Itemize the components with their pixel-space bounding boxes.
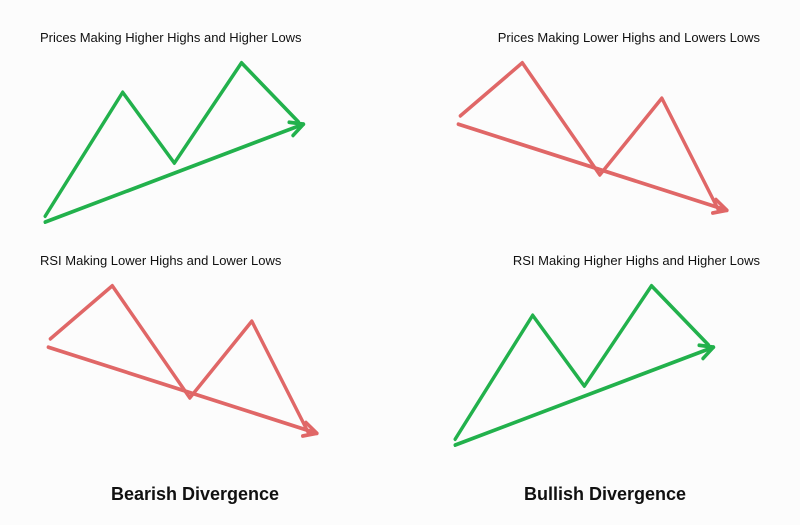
trend-arrow-shaft bbox=[455, 347, 713, 445]
label-bullish-prices: Prices Making Lower Highs and Lowers Low… bbox=[450, 30, 760, 45]
trend-arrow-shaft bbox=[48, 347, 317, 433]
panel-bearish-rsi: RSI Making Lower Highs and Lower Lows bbox=[40, 253, 350, 451]
label-bullish-rsi: RSI Making Higher Highs and Higher Lows bbox=[450, 253, 760, 268]
trend-arrow-shaft bbox=[458, 124, 727, 210]
panel-bearish-prices: Prices Making Higher Highs and Higher Lo… bbox=[40, 30, 350, 228]
title-bearish: Bearish Divergence bbox=[111, 476, 279, 505]
title-bullish: Bullish Divergence bbox=[524, 476, 686, 505]
chart-bearish-prices bbox=[40, 51, 350, 228]
divergence-grid: Prices Making Higher Highs and Higher Lo… bbox=[40, 30, 760, 505]
chart-bearish-rsi bbox=[40, 274, 350, 451]
chart-bullish-rsi bbox=[450, 274, 760, 451]
label-bearish-prices: Prices Making Higher Highs and Higher Lo… bbox=[40, 30, 350, 45]
label-bearish-rsi: RSI Making Lower Highs and Lower Lows bbox=[40, 253, 350, 268]
panel-bullish-rsi: RSI Making Higher Highs and Higher Lows bbox=[450, 253, 760, 451]
panel-bullish-prices: Prices Making Lower Highs and Lowers Low… bbox=[450, 30, 760, 228]
chart-bullish-prices bbox=[450, 51, 760, 228]
trend-arrow-shaft bbox=[45, 124, 303, 222]
